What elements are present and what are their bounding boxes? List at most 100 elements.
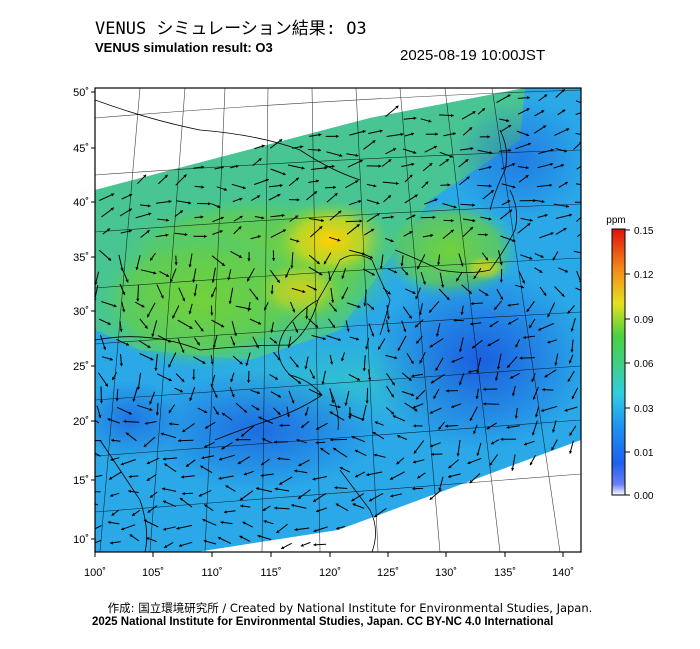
wind-vector-head <box>168 378 172 382</box>
wind-vector-head <box>200 328 204 332</box>
wind-vector-head <box>86 490 89 493</box>
wind-vector-head <box>374 421 378 425</box>
wind-vector-head <box>109 357 113 361</box>
wind-vector-head <box>277 457 281 461</box>
wind-vector-head <box>373 184 377 188</box>
wind-vector-head <box>415 324 419 328</box>
wind-vector <box>100 386 102 404</box>
wind-vector-head <box>544 94 548 98</box>
wind-vector-head <box>297 380 301 384</box>
wind-vector-head <box>390 394 394 398</box>
wind-vector-head <box>235 164 239 168</box>
wind-vector-head <box>355 153 359 157</box>
wind-vector-head <box>489 324 493 327</box>
wind-vector-head <box>123 419 127 424</box>
wind-vector-head <box>313 287 317 291</box>
wind-vector <box>515 142 532 150</box>
wind-vector-head <box>125 342 130 346</box>
wind-vector-head <box>564 182 568 185</box>
wind-vector-head <box>359 159 363 163</box>
wind-vector-head <box>241 433 245 437</box>
wind-vector-head <box>258 416 262 420</box>
wind-vector-head <box>500 296 503 300</box>
wind-vector-head <box>563 149 567 153</box>
colorbar-tick-0.00: 0.00 <box>634 491 654 502</box>
wind-vector-head <box>525 175 529 179</box>
wind-vector <box>270 229 287 238</box>
wind-vector-head <box>279 183 283 188</box>
wind-vector-head <box>391 411 395 415</box>
wind-vector-head <box>115 398 119 402</box>
wind-vector-head <box>374 514 378 518</box>
longitude-ticks <box>94 552 564 557</box>
wind-vector-head <box>337 337 341 341</box>
wind-vector-head <box>168 409 172 414</box>
wind-vector-head <box>508 125 512 128</box>
wind-vector-head <box>417 475 421 479</box>
wind-vector-head <box>552 429 556 433</box>
wind-vector <box>386 133 404 137</box>
wind-vector-head <box>113 304 117 308</box>
wind-vector-head <box>368 377 372 381</box>
wind-vector-head <box>527 223 531 227</box>
wind-vector-head <box>585 184 588 187</box>
wind-vector-head <box>481 108 485 112</box>
wind-vector-head <box>239 216 243 219</box>
wind-vector-head <box>550 162 554 166</box>
wind-vector-head <box>125 279 129 283</box>
wind-vector-head <box>217 204 221 208</box>
wind-vector-head <box>405 272 409 276</box>
wind-vector-head <box>200 465 204 469</box>
wind-vector-head <box>202 360 206 364</box>
wind-vector-head <box>155 412 159 416</box>
wind-vector-head <box>176 526 180 530</box>
wind-vector-head <box>328 277 332 281</box>
wind-vector-head <box>169 422 172 426</box>
wind-vector-head <box>458 382 462 386</box>
wind-vector-head <box>410 360 414 364</box>
wind-vector-head <box>296 198 300 202</box>
wind-vector-head <box>304 412 308 416</box>
wind-vector-head <box>119 328 123 332</box>
wind-vector-head <box>282 172 286 176</box>
wind-vector-head <box>514 415 518 419</box>
wind-vector-head <box>348 416 352 420</box>
wind-vector <box>99 193 115 201</box>
wind-vector-head <box>335 503 339 507</box>
credit-japanese: 作成: 国立環境研究所 / Created by National Instit… <box>107 601 593 615</box>
wind-vector-head <box>179 498 184 501</box>
wind-vector <box>385 105 399 117</box>
wind-vector-head <box>409 231 413 235</box>
wind-vector-head <box>318 392 322 396</box>
wind-vector-head <box>198 493 202 497</box>
wind-vector-head <box>219 457 223 461</box>
wind-vector-head <box>164 174 168 178</box>
wind-vector-head <box>515 344 519 348</box>
wind-vector <box>349 130 366 136</box>
wind-vector-head <box>451 404 455 408</box>
wind-vector-head <box>149 494 154 498</box>
wind-vector-head <box>295 177 299 181</box>
wind-vector-head <box>315 441 319 445</box>
wind-vector-head <box>529 324 533 329</box>
wind-vector-head <box>202 518 206 522</box>
wind-vector-head <box>277 411 281 415</box>
wind-vector-head <box>182 298 186 302</box>
wind-vector <box>329 438 348 441</box>
wind-vector-head <box>531 432 535 436</box>
wind-vector-head <box>417 266 420 270</box>
wind-vector-head <box>541 110 545 114</box>
wind-vector-head <box>429 344 433 348</box>
wind-vector-head <box>569 432 573 436</box>
wind-vector-head <box>257 321 262 325</box>
wind-vector-head <box>469 480 473 484</box>
wind-vector <box>95 503 99 506</box>
wind-vector-head <box>316 179 319 183</box>
lat-label-45: 45˚ <box>73 143 89 155</box>
wind-vector-head <box>507 94 511 98</box>
wind-vector-head <box>208 202 211 206</box>
wind-vector-head <box>143 443 147 447</box>
wind-vector-head <box>141 304 145 308</box>
wind-vector-head <box>277 193 281 197</box>
lat-label-20: 20˚ <box>73 416 89 428</box>
